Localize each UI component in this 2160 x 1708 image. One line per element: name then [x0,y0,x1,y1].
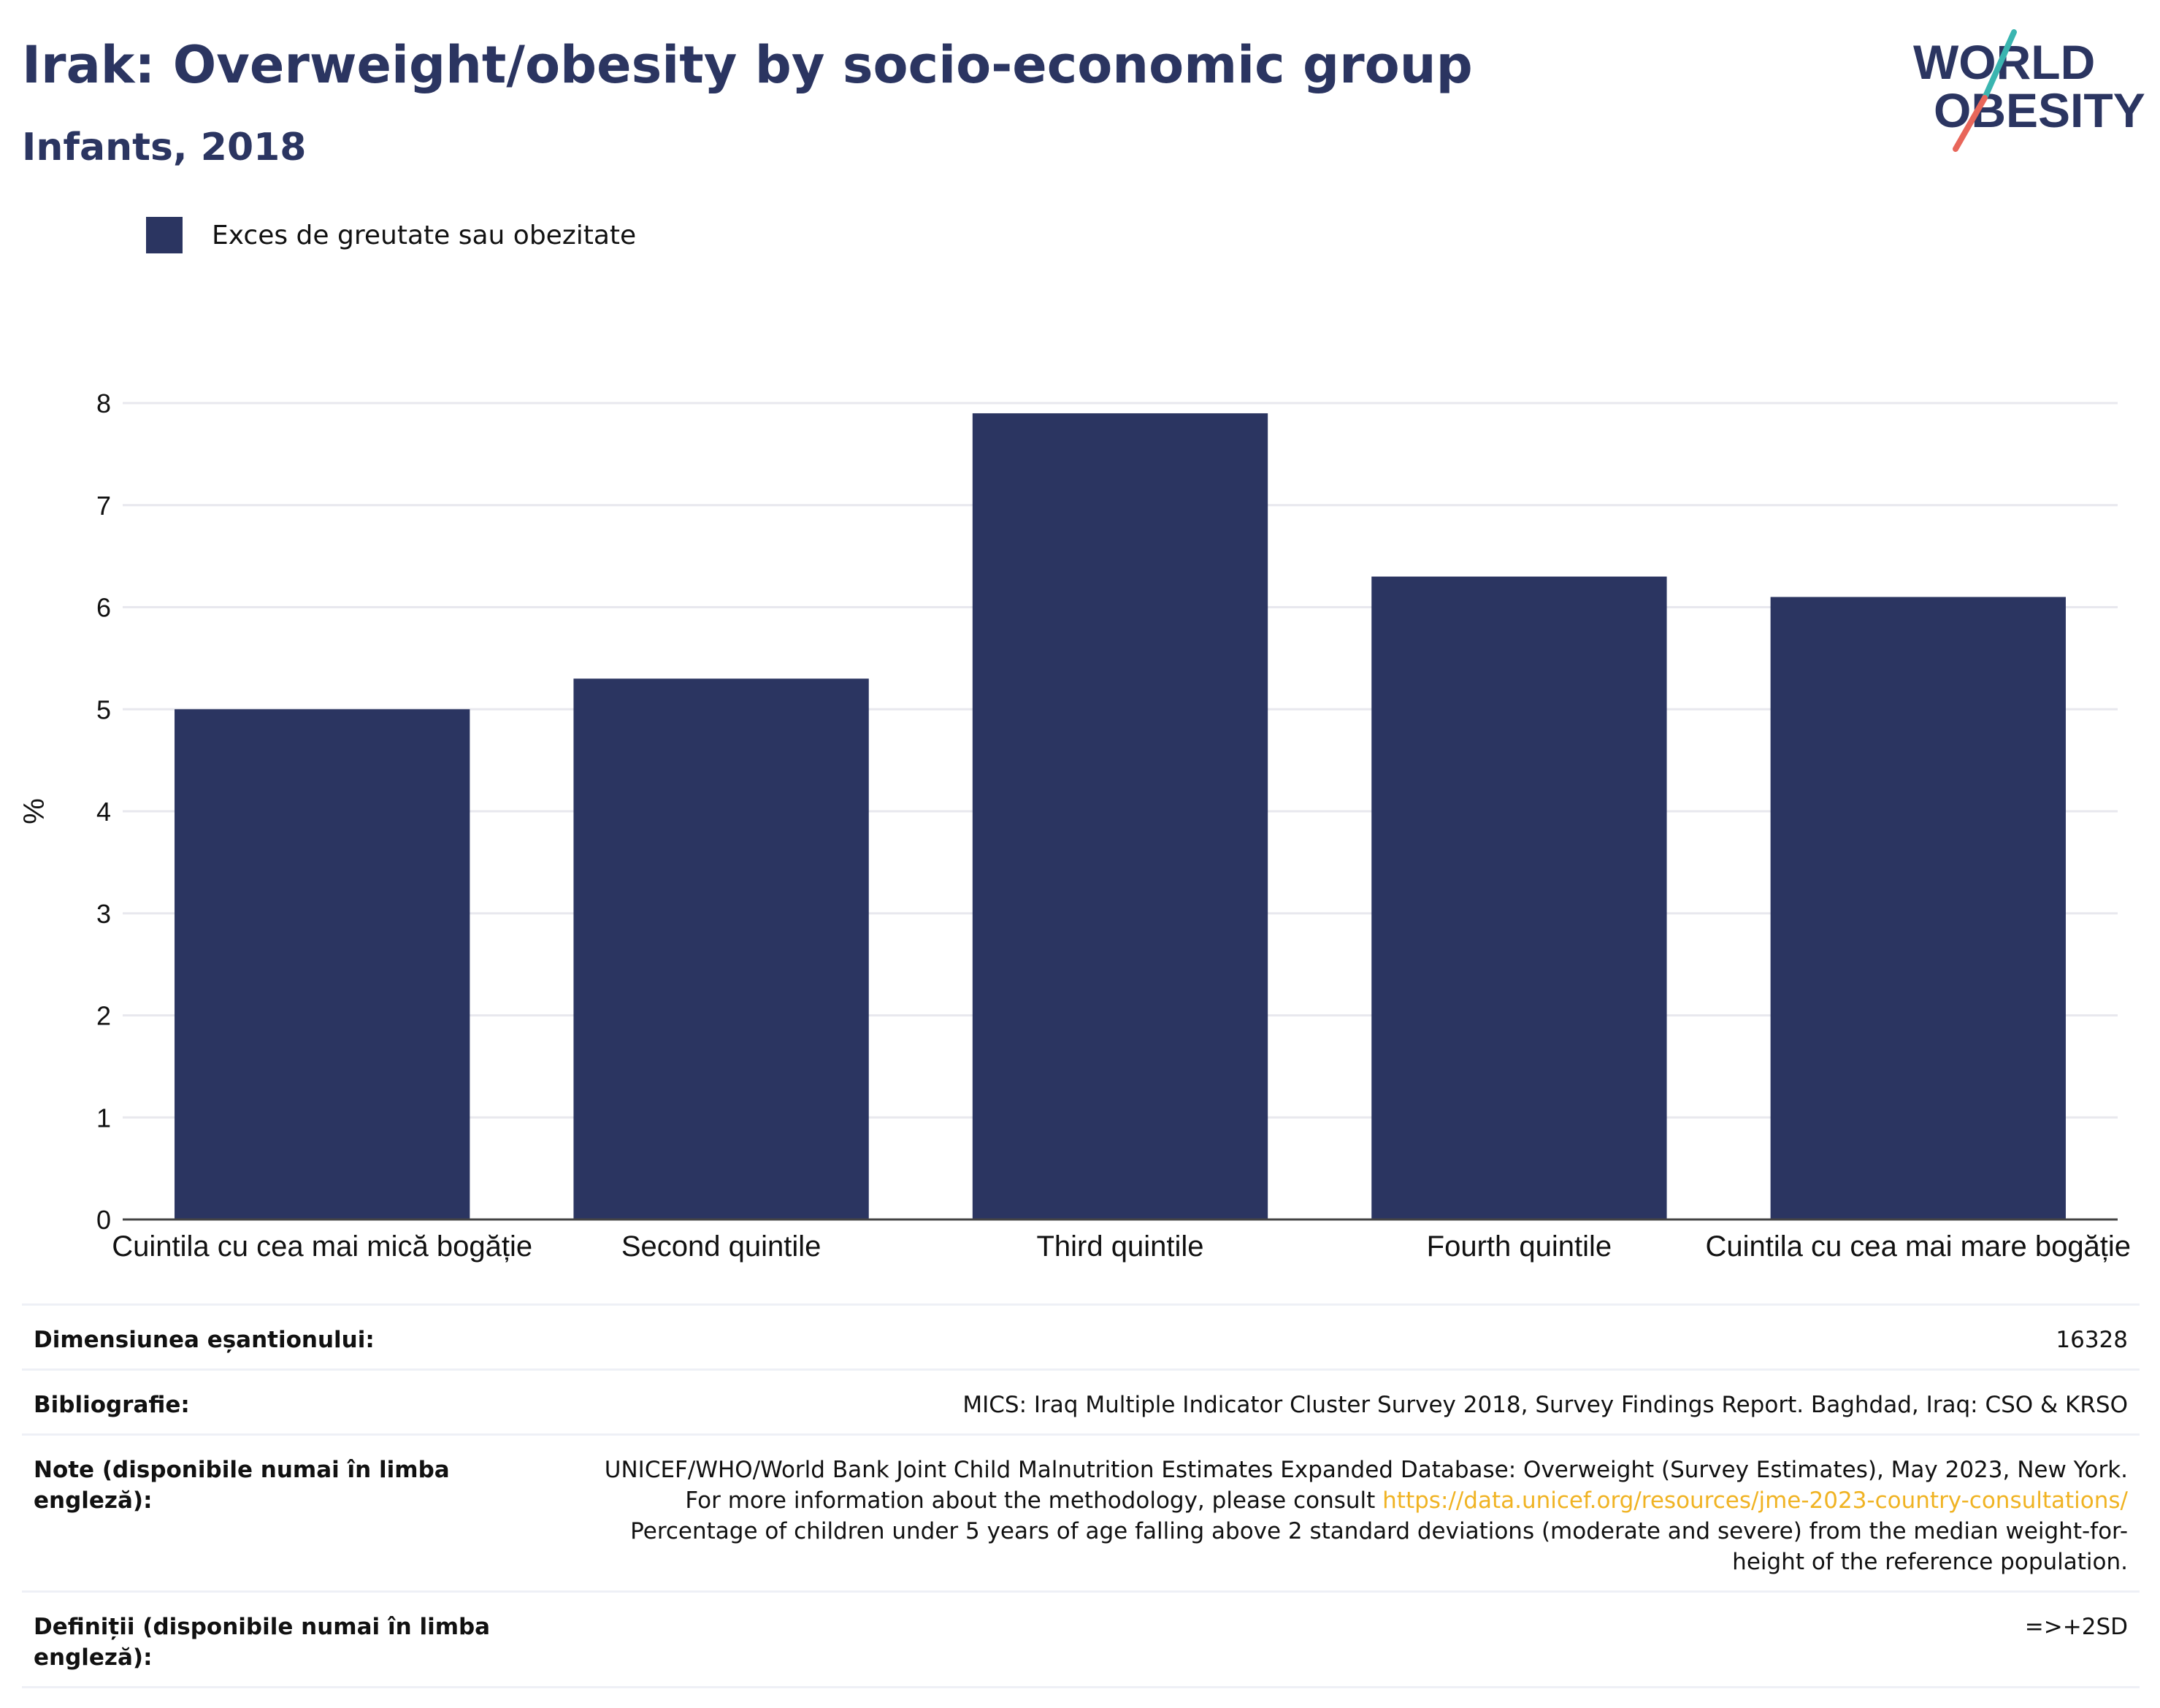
info-row-definitions: Definiții (disponibile numai în limba en… [22,1590,2140,1688]
logo-text-world: WORLD [1913,35,2095,89]
info-value-sample-size: 16328 [2056,1327,2128,1353]
x-tick-label: Fourth quintile [1427,1230,1612,1263]
y-tick-label: 0 [96,1205,111,1235]
bar-chart: 0 1 2 3 4 5 6 7 8 Cuintila cu cea mai mică bogăți… [18,388,2132,1263]
chart-legend: Exces de greutate sau obezitate [146,216,636,254]
x-tick-label: Cuintila cu cea mai mare bogăție [1706,1230,2132,1263]
chart-subtitle: Infants, 2018 [22,126,307,169]
bar[interactable] [175,709,470,1219]
y-tick-label: 2 [96,1001,111,1031]
y-tick-label: 4 [96,797,111,827]
y-tick-label: 6 [96,593,111,623]
y-tick-label: 7 [96,491,111,521]
info-table: Dimensiunea eșantionului: 16328 Bibliogr… [22,1303,2140,1688]
info-value-bibliography: MICS: Iraq Multiple Indicator Cluster Su… [962,1392,2128,1418]
info-label-sample-size: Dimensiunea eșantionului: [34,1327,375,1353]
y-tick-label: 3 [96,899,111,929]
y-tick-label: 8 [96,388,111,418]
logo-slash-teal [1982,29,2017,101]
bar[interactable] [573,678,869,1219]
info-label-bibliography: Bibliografie: [34,1392,190,1418]
bar[interactable] [1770,597,2066,1219]
info-label-notes: Note (disponibile numai în limba engleză… [34,1457,450,1514]
info-row-sample-size: Dimensiunea eșantionului: 16328 [22,1303,2140,1368]
x-tick-label: Cuintila cu cea mai mică bogăție [112,1230,532,1263]
x-tick-label: Second quintile [621,1230,822,1263]
info-row-bibliography: Bibliografie: MICS: Iraq Multiple Indica… [22,1368,2140,1433]
logo-slash-coral [1953,95,1988,152]
chart-title: Irak: Overweight/obesity by socio-econom… [22,35,1473,95]
bar[interactable] [972,413,1268,1219]
legend-label[interactable]: Exces de greutate sau obezitate [212,220,637,250]
y-axis-label: % [18,798,50,824]
y-tick-label: 1 [96,1103,111,1133]
info-label-definitions: Definiții (disponibile numai în limba en… [34,1614,491,1671]
info-value-notes: UNICEF/WHO/World Bank Joint Child Malnut… [565,1455,2128,1577]
bar[interactable] [1371,576,1667,1219]
info-row-notes: Note (disponibile numai în limba engleză… [22,1433,2140,1590]
legend-swatch [146,217,183,253]
world-obesity-logo: WORLD OBESITY [1913,29,2145,152]
y-tick-label: 5 [96,694,111,724]
methodology-link[interactable]: https://data.unicef.org/resources/jme-20… [1382,1487,2128,1514]
info-value-definitions: =>+2SD [2024,1614,2128,1640]
notes-definition-text: Percentage of children under 5 years of … [630,1518,2128,1575]
x-tick-label: Third quintile [1036,1230,1203,1263]
notes-text: UNICEF/WHO/World Bank Joint Child Malnut… [604,1457,2128,1514]
